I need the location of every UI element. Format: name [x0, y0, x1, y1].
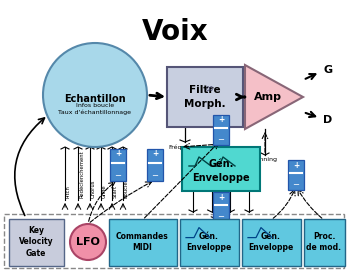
Text: Amp: Amp: [254, 92, 282, 102]
FancyBboxPatch shape: [213, 192, 229, 222]
Text: Chorus: Chorus: [91, 180, 96, 198]
Text: LFO: LFO: [76, 237, 100, 247]
Circle shape: [70, 224, 106, 260]
Text: −: −: [152, 171, 159, 180]
Text: Commandes
MIDI: Commandes MIDI: [116, 232, 169, 252]
Text: Voix: Voix: [142, 18, 208, 46]
Text: Pitch: Pitch: [66, 185, 71, 198]
FancyBboxPatch shape: [167, 67, 243, 127]
FancyBboxPatch shape: [303, 218, 344, 266]
Text: Redéclenchement: Redéclenchement: [79, 150, 84, 198]
FancyBboxPatch shape: [213, 115, 229, 145]
FancyBboxPatch shape: [110, 149, 126, 181]
Text: Gén.
Enveloppe: Gén. Enveloppe: [248, 232, 294, 252]
Text: ∞: ∞: [204, 84, 214, 94]
Text: Q: Q: [216, 144, 220, 149]
FancyBboxPatch shape: [147, 149, 163, 181]
FancyBboxPatch shape: [108, 218, 176, 266]
Text: Panning: Panning: [252, 157, 278, 162]
Circle shape: [43, 43, 147, 147]
Text: Filtre
Morph.: Filtre Morph.: [184, 85, 226, 109]
Text: +: +: [218, 192, 224, 201]
FancyBboxPatch shape: [182, 147, 260, 191]
Text: Start: Start: [113, 185, 118, 198]
Text: Fréquence: Fréquence: [169, 144, 201, 150]
FancyBboxPatch shape: [8, 218, 63, 266]
Text: D: D: [323, 115, 332, 125]
Text: Infos boucle
Taux d'échantillonnage: Infos boucle Taux d'échantillonnage: [58, 103, 132, 115]
Text: Echantillon: Echantillon: [64, 94, 126, 104]
Text: Gén.
Enveloppe: Gén. Enveloppe: [192, 159, 250, 183]
FancyBboxPatch shape: [241, 218, 301, 266]
Text: +: +: [293, 161, 299, 170]
Text: Proc.
de mod.: Proc. de mod.: [307, 232, 342, 252]
Text: −: −: [217, 135, 224, 144]
Text: +: +: [152, 150, 158, 159]
FancyBboxPatch shape: [288, 160, 304, 190]
Text: G: G: [323, 65, 332, 75]
Text: Boucle: Boucle: [124, 180, 129, 198]
Text: −: −: [217, 212, 224, 221]
Text: Key
Velocity
Gate: Key Velocity Gate: [19, 226, 53, 258]
Polygon shape: [245, 65, 303, 129]
FancyBboxPatch shape: [180, 218, 238, 266]
Text: −: −: [293, 180, 300, 189]
Text: Gén.
Enveloppe: Gén. Enveloppe: [186, 232, 232, 252]
Text: +: +: [115, 150, 121, 159]
Text: +: +: [218, 115, 224, 124]
Text: Glide: Glide: [102, 184, 107, 198]
Text: −: −: [114, 171, 121, 180]
